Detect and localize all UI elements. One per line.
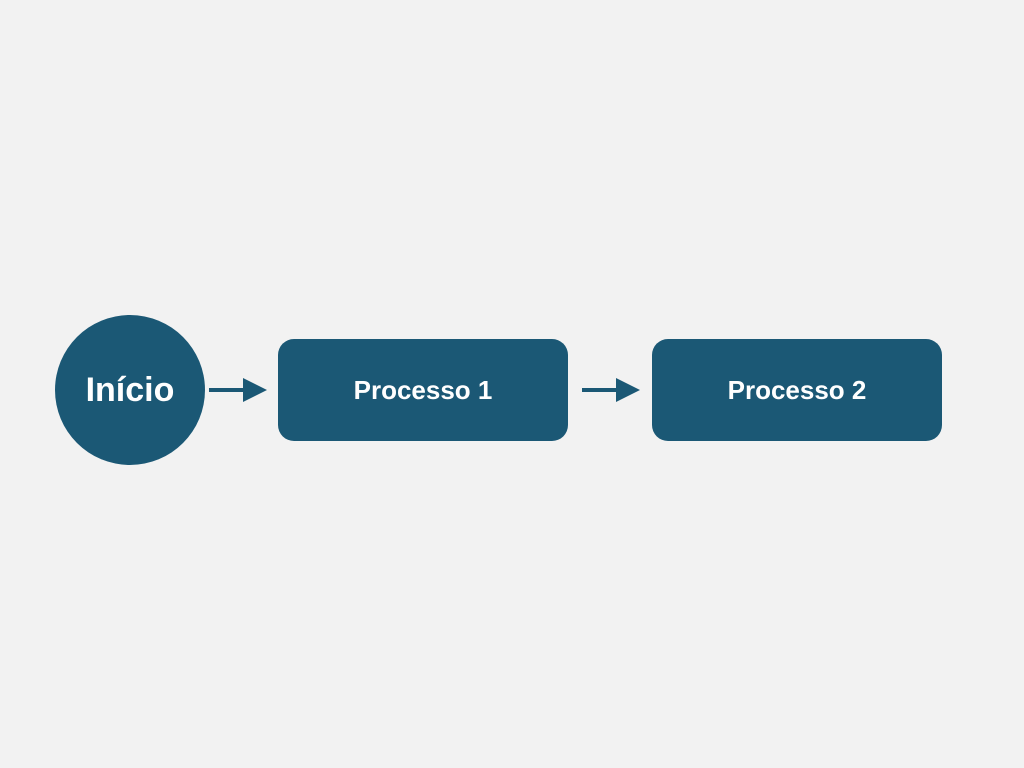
flowchart-canvas: Início Processo 1 Processo 2 bbox=[0, 0, 1024, 768]
start-node: Início bbox=[55, 315, 205, 465]
start-node-label: Início bbox=[86, 371, 175, 410]
process2-node-label: Processo 2 bbox=[728, 375, 867, 406]
process1-node-label: Processo 1 bbox=[354, 375, 493, 406]
process1-node: Processo 1 bbox=[278, 339, 568, 441]
arrow-process1-to-process2 bbox=[580, 375, 660, 405]
arrow-start-to-process1 bbox=[207, 375, 287, 405]
process2-node: Processo 2 bbox=[652, 339, 942, 441]
